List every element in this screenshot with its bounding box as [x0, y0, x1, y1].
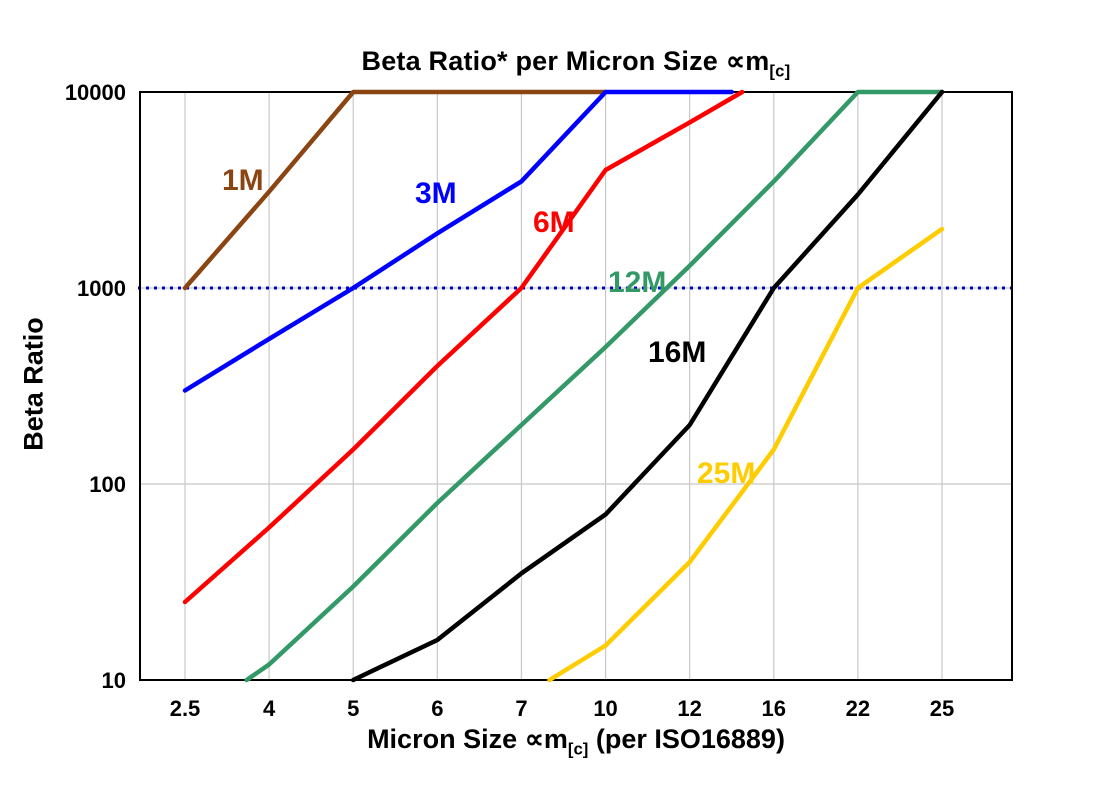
series-line-6m — [182, 89, 745, 605]
x-tick-label: 12 — [677, 696, 701, 721]
x-tick-label: 6 — [431, 696, 443, 721]
series-line-1m — [182, 89, 608, 291]
series-label-1m: 1M — [222, 164, 264, 197]
x-tick-label: 16 — [762, 696, 786, 721]
series-label-6m: 6M — [533, 206, 575, 239]
series-label-25m: 25M — [697, 457, 755, 490]
y-tick-label: 10 — [102, 668, 126, 693]
x-axis-title-text: Micron Size — [367, 724, 525, 754]
plot-border — [139, 91, 1013, 681]
x-tick-label: 5 — [347, 696, 359, 721]
chart-title-subscript: [c] — [769, 61, 791, 81]
x-tick-label: 2.5 — [170, 696, 201, 721]
x-tick-label: 7 — [515, 696, 527, 721]
series-line-16m — [350, 89, 945, 683]
series-label-12m: 12M — [608, 266, 666, 299]
chart-title-text: Beta Ratio* per Micron Size — [361, 46, 726, 76]
y-tick-label: 100 — [89, 472, 126, 497]
x-tick-label: 25 — [930, 696, 954, 721]
x-tick-label: 22 — [846, 696, 870, 721]
chart-title: Beta Ratio* per Micron Size ∝m[c] — [140, 46, 1012, 81]
series-line-3m — [182, 89, 734, 393]
series-line-12m — [244, 89, 945, 683]
series-line-25m — [547, 226, 945, 683]
x-tick-label: 10 — [593, 696, 617, 721]
y-tick-label: 1000 — [77, 276, 126, 301]
y-tick-label: 10000 — [65, 80, 126, 105]
x-tick-label: 4 — [263, 696, 276, 721]
series-label-16m: 16M — [648, 336, 706, 369]
x-axis-title-symbol: ∝m — [524, 724, 568, 754]
x-axis-title-subscript: [c] — [567, 739, 589, 759]
chart-title-symbol: ∝m — [725, 46, 770, 76]
series-label-3m: 3M — [415, 177, 457, 210]
x-axis-title: Micron Size ∝m[c] (per ISO16889) — [140, 724, 1012, 759]
x-axis-title-suffix: (per ISO16889) — [588, 724, 785, 754]
